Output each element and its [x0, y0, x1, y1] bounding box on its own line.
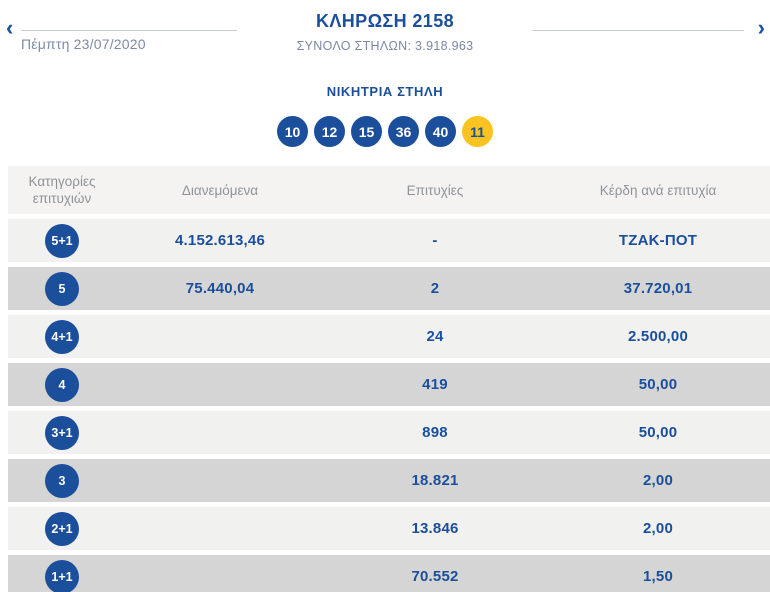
category-badge: 3+1 [45, 415, 79, 450]
winning-column-section: ΝΙΚΗΤΡΙΑ ΣΤΗΛΗ 10 12 15 36 40 11 [0, 62, 770, 147]
winners-count: 898 [422, 424, 448, 441]
category-badge: 4+1 [45, 319, 79, 354]
table-header-row: Κατηγορίες επιτυχιών Διανεμόμενα Επιτυχί… [8, 166, 770, 214]
winning-number-ball: 12 [314, 116, 345, 147]
table-row: 3+1 898 50,00 [8, 411, 770, 454]
winners-count: - [432, 232, 438, 249]
category-badge: 5+1 [45, 223, 79, 258]
winning-number-ball: 10 [277, 116, 308, 147]
draw-header-center: ΚΛΗΡΩΣΗ 2158 ΣΥΝΟΛΟ ΣΤΗΛΩΝ: 3.918.963 [180, 11, 590, 53]
table-row: 4+1 24 2.500,00 [8, 315, 770, 358]
prize-per-winner: 50,00 [638, 376, 678, 393]
table-row: 1+1 70.552 1,50 [8, 555, 770, 592]
prize-results-table: Κατηγορίες επιτυχιών Διανεμόμενα Επιτυχί… [8, 166, 770, 592]
table-row: 2+1 13.846 2,00 [8, 507, 770, 550]
prize-per-winner: 50,00 [638, 424, 678, 441]
column-header-prize-per-winner: Κέρδη ανά επιτυχία [599, 182, 717, 198]
winning-numbers: 10 12 15 36 40 11 [0, 116, 770, 147]
column-header-distributed: Διανεμόμενα [181, 182, 259, 198]
header-divider-left [21, 30, 237, 31]
category-badge: 4 [45, 367, 79, 402]
winners-count: 419 [422, 376, 448, 393]
prize-per-winner: 2.500,00 [628, 328, 688, 345]
header-divider-right [532, 30, 744, 31]
winning-number-ball: 36 [388, 116, 419, 147]
winning-number-ball: 15 [351, 116, 382, 147]
distributed-amount: 75.440,04 [185, 280, 255, 297]
previous-draw-chevron-icon[interactable]: ‹ [6, 15, 14, 40]
winners-count: 2 [430, 280, 440, 297]
prize-per-winner: 1,50 [643, 568, 673, 585]
draw-title: ΚΛΗΡΩΣΗ 2158 [315, 11, 455, 31]
draw-date: Πέμπτη 23/07/2020 [21, 36, 146, 52]
winning-column-heading: ΝΙΚΗΤΡΙΑ ΣΤΗΛΗ [326, 84, 444, 99]
winners-count: 18.821 [411, 472, 459, 489]
next-draw-chevron-icon[interactable]: › [757, 15, 765, 40]
bonus-number-ball: 11 [462, 116, 493, 147]
prize-per-winner: 37.720,01 [623, 280, 693, 297]
draw-header: ‹ Πέμπτη 23/07/2020 ΚΛΗΡΩΣΗ 2158 ΣΥΝΟΛΟ … [0, 0, 770, 62]
winning-number-ball: 40 [425, 116, 456, 147]
table-row: 3 18.821 2,00 [8, 459, 770, 502]
winners-count: 13.846 [411, 520, 459, 537]
category-badge: 5 [45, 271, 79, 306]
column-header-winners: Επιτυχίες [406, 182, 464, 198]
prize-per-winner: 2,00 [643, 472, 673, 489]
column-header-categories: Κατηγορίες επιτυχιών [28, 174, 96, 206]
winners-count: 70.552 [411, 568, 459, 585]
winners-count: 24 [426, 328, 444, 345]
prize-per-winner: 2,00 [643, 520, 673, 537]
table-row: 4 419 50,00 [8, 363, 770, 406]
total-columns-label: ΣΥΝΟΛΟ ΣΤΗΛΩΝ: 3.918.963 [296, 39, 474, 53]
category-badge: 1+1 [45, 559, 79, 592]
category-badge: 2+1 [45, 511, 79, 546]
prize-per-winner: ΤΖΑΚ-ΠΟΤ [618, 232, 698, 249]
category-badge: 3 [45, 463, 79, 498]
table-row: 5+1 4.152.613,46 - ΤΖΑΚ-ΠΟΤ [8, 219, 770, 262]
table-row: 5 75.440,04 2 37.720,01 [8, 267, 770, 310]
distributed-amount: 4.152.613,46 [175, 232, 265, 249]
